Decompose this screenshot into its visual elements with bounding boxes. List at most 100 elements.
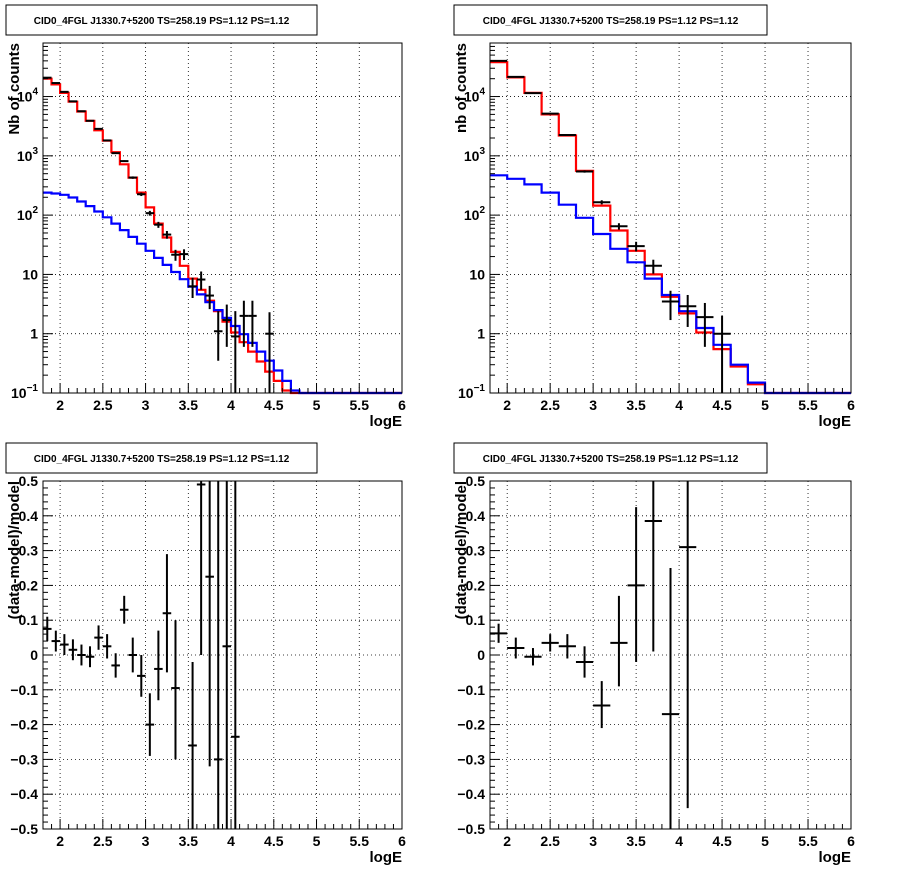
y-tick-exponent: 3 [32, 146, 38, 157]
data-point [145, 210, 155, 216]
y-axis-ticks [490, 42, 500, 394]
data-point [77, 644, 86, 666]
x-tick-label: 5 [313, 397, 321, 413]
x-tick-label: 4.5 [712, 833, 732, 849]
y-tick-label: 0.4 [466, 508, 486, 524]
x-tick-label: 6 [398, 397, 406, 413]
data-point [593, 200, 611, 205]
data-point [541, 634, 559, 652]
x-tick-label: 2 [503, 833, 511, 849]
data-point [179, 249, 189, 261]
y-tick-label: −0.3 [457, 751, 485, 767]
data-point [213, 311, 223, 361]
x-tick-label: 5.5 [798, 833, 818, 849]
y-tick-exponent: 4 [479, 87, 485, 98]
chart-title: CID0_4FGL J1330.7+5200 TS=258.19 PS=1.12… [34, 454, 290, 465]
data-point [265, 312, 274, 393]
data-point [162, 230, 172, 239]
plot-frame [489, 42, 852, 394]
x-axis-ticks [489, 383, 852, 393]
data-point [137, 655, 146, 697]
data-point [171, 249, 180, 261]
data-point [661, 568, 680, 829]
y-axis-label: (data-model)/model [453, 481, 470, 619]
y-tick-base: 10 [17, 89, 33, 105]
y-tick-label: 0.3 [466, 543, 486, 559]
y-tick-label: 10−1 [458, 383, 485, 401]
data-point [68, 639, 78, 661]
y-tick-label: −0.5 [10, 821, 38, 837]
data-point [661, 290, 680, 321]
plot-frame [42, 480, 403, 830]
x-tick-label: 4.5 [264, 833, 284, 849]
y-tick-label: 0.1 [19, 612, 39, 628]
data-point [85, 646, 95, 668]
x-tick-label: 4.5 [712, 397, 732, 413]
data-point [102, 139, 112, 142]
histogram-series-1 [490, 61, 851, 395]
x-tick-label: 6 [847, 397, 855, 413]
chart-panel-3: CID0_4FGL J1330.7+5200 TS=258.19 PS=1.12… [5, 442, 406, 866]
y-tick-base: 10 [17, 207, 33, 223]
data-point [205, 481, 214, 767]
data-point [119, 595, 129, 624]
data-point [196, 481, 206, 655]
x-tick-label: 3 [589, 397, 597, 413]
x-tick-label: 2.5 [93, 397, 113, 413]
x-axis-label: logE [370, 413, 403, 430]
y-tick-base: 10 [11, 385, 27, 401]
data-point [679, 481, 697, 809]
data-point [248, 300, 257, 347]
x-axis-label: logE [370, 849, 403, 866]
chart-panel-2: CID0_4FGL J1330.7+5200 TS=258.19 PS=1.12… [453, 4, 855, 430]
y-tick-label: 104 [17, 87, 39, 105]
histogram-series-1 [43, 77, 402, 395]
data-point [43, 616, 52, 642]
y-tick-label: 102 [464, 205, 486, 223]
data-point [137, 192, 146, 197]
y-tick-label: −0.1 [10, 682, 38, 698]
y-tick-label: 0.2 [466, 577, 486, 593]
x-tick-label: 3 [142, 397, 150, 413]
data-point [188, 277, 197, 299]
data-point [627, 241, 645, 252]
chart-panel-1: CID0_4FGL J1330.7+5200 TS=258.19 PS=1.12… [5, 4, 406, 430]
grid [43, 43, 402, 393]
x-axis-label: logE [819, 413, 852, 430]
y-tick-exponent: 2 [479, 205, 485, 216]
grid [490, 43, 851, 393]
data-point [644, 481, 662, 652]
grid [43, 481, 402, 829]
y-tick-exponent: 4 [32, 87, 38, 98]
y-tick-exponent: −1 [27, 383, 39, 394]
data-point [145, 693, 155, 756]
data-point [610, 595, 628, 687]
y-tick-base: 10 [22, 266, 38, 282]
x-tick-label: 5.5 [798, 397, 818, 413]
chart-panel-4: CID0_4FGL J1330.7+5200 TS=258.19 PS=1.12… [453, 442, 855, 866]
y-tick-label: −0.1 [457, 682, 485, 698]
y-axis-ticks [490, 480, 500, 830]
y-tick-label: 10 [22, 266, 38, 282]
y-tick-label: −0.2 [10, 717, 38, 733]
x-tick-label: 4 [227, 397, 235, 413]
data-point [154, 630, 163, 701]
y-tick-label: 0.5 [466, 473, 486, 489]
title-box [453, 442, 768, 474]
y-tick-label: −0.2 [457, 717, 485, 733]
data-point [575, 646, 594, 678]
x-tick-label: 3.5 [179, 833, 199, 849]
data-point [627, 507, 645, 662]
y-tick-label: 0.3 [19, 543, 39, 559]
data-point [593, 681, 611, 729]
y-tick-label: 1 [477, 326, 485, 342]
data-point [713, 315, 731, 393]
data-point [111, 152, 120, 155]
data-point [205, 285, 214, 310]
y-axis-label: Nb of counts [6, 43, 23, 135]
data-point [222, 481, 232, 829]
x-tick-label: 5 [761, 833, 769, 849]
data-point [162, 554, 172, 673]
data-points [43, 76, 274, 393]
data-point [231, 311, 240, 393]
